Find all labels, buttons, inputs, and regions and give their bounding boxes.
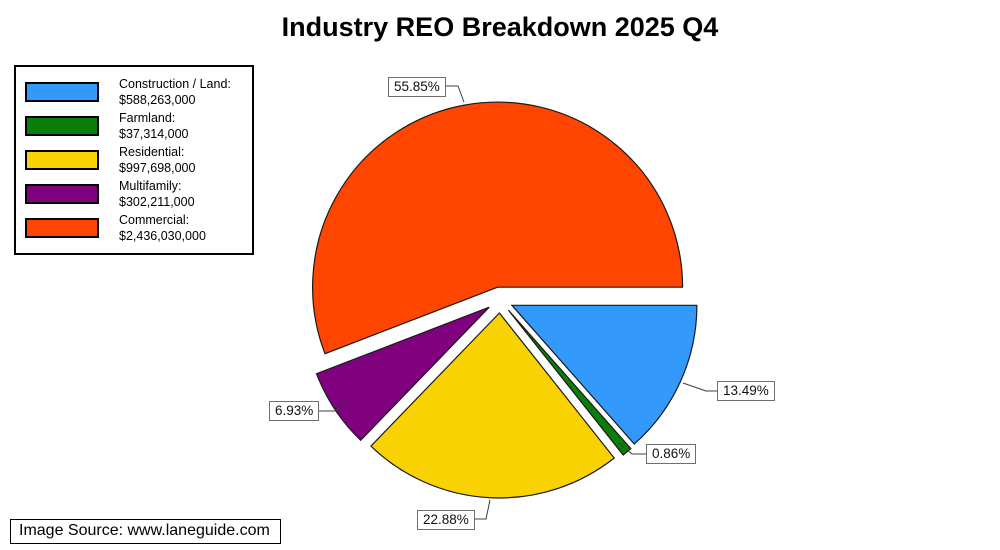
legend-label: Farmland:	[119, 111, 176, 125]
legend-swatch-commercial	[25, 218, 99, 238]
legend-value: $588,263,000	[119, 93, 196, 107]
pie-slice-residential	[370, 312, 616, 499]
legend-label: Commercial:	[119, 213, 190, 227]
leader-line-commercial	[440, 85, 465, 103]
legend-swatch-residential	[25, 150, 99, 170]
legend-value: $997,698,000	[119, 161, 196, 175]
leader-line-multifamily	[318, 399, 349, 412]
legend-label: Construction / Land:	[119, 77, 231, 91]
legend-swatch-farmland	[25, 116, 99, 136]
legend-value: $37,314,000	[119, 127, 189, 141]
legend-item-residential: Residential: $997,698,000	[25, 144, 243, 176]
pie-slice-construction-land	[510, 304, 698, 445]
percent-callout-residential: 22.88%	[417, 510, 475, 530]
pie-slice-commercial	[312, 101, 684, 355]
legend-item-commercial: Commercial: $2,436,030,000	[25, 212, 243, 244]
legend-value: $302,211,000	[119, 195, 195, 209]
legend-swatch-multifamily	[25, 184, 99, 204]
legend-swatch-construction-land	[25, 82, 99, 102]
leader-line-construction-land	[682, 382, 717, 392]
percent-callout-commercial: 55.85%	[388, 77, 446, 97]
legend-value: $2,436,030,000	[119, 229, 206, 243]
percent-callout-multifamily: 6.93%	[269, 401, 320, 421]
legend-label: Multifamily:	[119, 179, 182, 193]
leader-line-farmland	[618, 442, 646, 455]
legend-item-construction-land: Construction / Land: $588,263,000	[25, 76, 243, 108]
leader-line-residential	[472, 499, 491, 520]
percent-callout-farmland: 0.86%	[646, 444, 697, 464]
pie-slice-farmland	[507, 309, 632, 456]
chart-title: Industry REO Breakdown 2025 Q4	[281, 12, 719, 42]
percent-callout-construction-land: 13.49%	[717, 381, 775, 401]
image-source-note: Image Source: www.laneguide.com	[10, 519, 281, 544]
legend-label: Residential:	[119, 145, 185, 159]
legend-item-farmland: Farmland: $37,314,000	[25, 110, 243, 142]
pie-slice-multifamily	[315, 306, 490, 442]
legend-item-multifamily: Multifamily: $302,211,000	[25, 178, 243, 210]
legend: Construction / Land: $588,263,000 Farmla…	[14, 65, 254, 255]
